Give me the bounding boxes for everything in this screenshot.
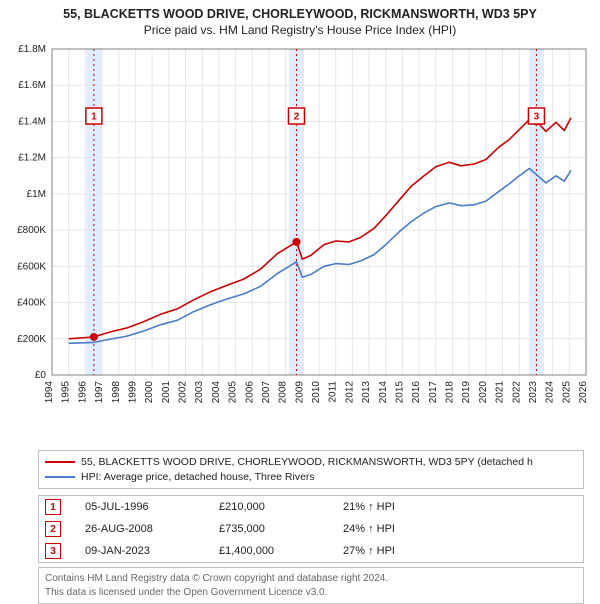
sales-table-row: 3 09-JAN-2023 £1,400,000 27% ↑ HPI (39, 540, 583, 562)
y-tick-label: £1.6M (18, 80, 46, 91)
sale-band (289, 49, 304, 375)
x-tick-label: 2010 (311, 380, 322, 403)
legend-label: HPI: Average price, detached house, Thre… (81, 470, 315, 485)
sale-price: £735,000 (219, 523, 319, 535)
x-tick-label: 2005 (228, 380, 239, 403)
x-tick-label: 2019 (461, 380, 472, 403)
sale-marker-icon: 2 (45, 521, 61, 537)
x-tick-label: 1994 (44, 380, 55, 403)
y-tick-label: £800K (17, 225, 46, 236)
sale-marker-number: 2 (294, 111, 300, 122)
sale-date: 09-JAN-2023 (85, 545, 195, 557)
chart-plot-wrap: £0 £200K £400K £600K £800K £1M £1.2M £1.4M £1.6M… (0, 41, 600, 446)
sale-dot (292, 238, 300, 246)
sale-diff: 24% ↑ HPI (343, 523, 433, 535)
x-tick-label: 2013 (361, 380, 372, 403)
x-tick-label: 2021 (495, 380, 506, 403)
y-tick-label: £1.8M (18, 44, 46, 55)
sales-table-row: 1 05-JUL-1996 £210,000 21% ↑ HPI (39, 496, 583, 518)
x-tick-label: 2006 (244, 380, 255, 403)
x-tick-label: 2020 (478, 380, 489, 403)
footer-line-2: This data is licensed under the Open Gov… (45, 586, 577, 600)
x-tick-label: 1995 (61, 380, 72, 403)
sales-table: 1 05-JUL-1996 £210,000 21% ↑ HPI 2 26-AUG-200… (38, 495, 584, 563)
x-tick-label: 2023 (528, 380, 539, 403)
y-tick-label: £1.4M (18, 116, 46, 127)
sale-price: £210,000 (219, 501, 319, 513)
y-tick-label: £1M (27, 189, 46, 200)
sale-marker-icon: 3 (45, 543, 61, 559)
chart-subtitle: Price paid vs. HM Land Registry's House … (0, 23, 600, 41)
sale-price: £1,400,000 (219, 545, 319, 557)
line-chart: £0 £200K £400K £600K £800K £1M £1.2M £1.4M £1.6M… (0, 41, 600, 441)
x-tick-label: 2017 (428, 380, 439, 403)
footer-attribution: Contains HM Land Registry data © Crown c… (38, 567, 584, 604)
legend: 55, BLACKETTS WOOD DRIVE, CHORLEYWOOD, R… (38, 450, 584, 489)
y-tick-label: £0 (35, 370, 47, 381)
sale-date: 26-AUG-2008 (85, 523, 195, 535)
footer-line-1: Contains HM Land Registry data © Crown c… (45, 572, 577, 586)
x-tick-label: 2008 (278, 380, 289, 403)
x-tick-label: 2001 (161, 380, 172, 403)
x-tick-label: 2007 (261, 380, 272, 403)
chart-container: 55, BLACKETTS WOOD DRIVE, CHORLEYWOOD, R… (0, 0, 600, 590)
y-tick-label: £600K (17, 261, 46, 272)
x-tick-label: 2015 (394, 380, 405, 403)
legend-swatch (45, 461, 75, 463)
y-tick-label: £200K (17, 334, 46, 345)
sale-band (86, 49, 101, 375)
x-tick-label: 2012 (344, 380, 355, 403)
chart-title: 55, BLACKETTS WOOD DRIVE, CHORLEYWOOD, R… (0, 0, 600, 23)
x-tick-label: 1996 (77, 380, 88, 403)
x-tick-label: 2022 (511, 380, 522, 403)
x-tick-label: 2004 (211, 380, 222, 403)
legend-row: HPI: Average price, detached house, Thre… (45, 470, 577, 485)
legend-label: 55, BLACKETTS WOOD DRIVE, CHORLEYWOOD, R… (81, 455, 533, 470)
x-tick-label: 2025 (561, 380, 572, 403)
x-tick-label: 2026 (578, 380, 589, 403)
x-tick-label: 2014 (378, 380, 389, 403)
sales-table-row: 2 26-AUG-2008 £735,000 24% ↑ HPI (39, 518, 583, 540)
sale-band (529, 49, 544, 375)
y-tick-label: £1.2M (18, 153, 46, 164)
x-tick-label: 2003 (194, 380, 205, 403)
x-tick-label: 2002 (178, 380, 189, 403)
x-tick-label: 2016 (411, 380, 422, 403)
x-tick-label: 1998 (111, 380, 122, 403)
sale-diff: 27% ↑ HPI (343, 545, 433, 557)
x-tick-label: 2009 (294, 380, 305, 403)
x-tick-label: 2018 (445, 380, 456, 403)
sale-marker-number: 1 (91, 111, 97, 122)
legend-swatch (45, 476, 75, 478)
x-tick-label: 1997 (94, 380, 105, 403)
x-tick-label: 2011 (328, 380, 339, 402)
sale-marker-number: 3 (534, 111, 540, 122)
sale-date: 05-JUL-1996 (85, 501, 195, 513)
x-tick-label: 2000 (144, 380, 155, 403)
x-tick-label: 2024 (545, 380, 556, 403)
y-tick-label: £400K (17, 297, 46, 308)
sale-diff: 21% ↑ HPI (343, 501, 433, 513)
legend-row: 55, BLACKETTS WOOD DRIVE, CHORLEYWOOD, R… (45, 455, 577, 470)
x-tick-label: 1999 (127, 380, 138, 403)
sale-dot (90, 333, 98, 341)
sale-marker-icon: 1 (45, 499, 61, 515)
